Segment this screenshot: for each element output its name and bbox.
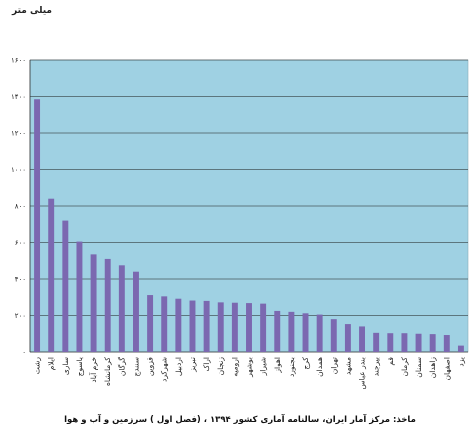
bar <box>443 335 450 352</box>
bar <box>246 303 252 352</box>
bar <box>203 300 210 352</box>
category-label: اردبیل <box>174 357 183 376</box>
bar <box>387 333 394 352</box>
y-tick-label: ۰ <box>22 349 26 357</box>
bar <box>118 265 125 352</box>
y-tick-label: ۱۴۰۰ <box>11 93 26 101</box>
category-label: بجنورد <box>287 357 296 377</box>
category-label: کرمان <box>400 357 409 377</box>
category-label: اراک <box>202 357 211 372</box>
bar <box>189 300 196 352</box>
category-label: اصفهان <box>442 357 451 381</box>
category-label: زنجان <box>216 357 225 376</box>
bar <box>231 302 238 352</box>
bar <box>344 324 351 352</box>
bar <box>76 241 83 352</box>
category-label: شیراز <box>259 357 268 376</box>
category-label: رشت <box>33 357 42 375</box>
category-label: شهرکرد <box>160 357 169 382</box>
bar <box>302 313 309 352</box>
category-label: همدان <box>315 357 324 377</box>
bar <box>288 311 295 352</box>
bar <box>104 258 111 352</box>
y-tick-label: ۶۰۰ <box>15 239 26 247</box>
category-label: مشهد <box>343 357 352 375</box>
bar <box>217 302 224 352</box>
category-label: ساری <box>61 357 70 375</box>
bar <box>274 310 281 352</box>
category-label: ارومیه <box>230 357 239 377</box>
category-label: اهواز <box>273 357 282 374</box>
bar <box>161 296 168 352</box>
category-label: زاهدان <box>428 357 437 379</box>
source-caption: ماخذ: مرکز آمار ایران، سالنامه آماری کشو… <box>64 413 416 425</box>
category-label: ایلام <box>47 357 56 370</box>
bar <box>175 298 182 352</box>
bar <box>260 303 267 352</box>
category-label: کرج <box>301 357 310 370</box>
y-tick-label: ۱۰۰۰ <box>11 166 26 174</box>
bar <box>316 314 323 352</box>
category-labels: رشت ایلام ساری یاسوج خرم آباد کرمانشاه گرگان سن… <box>33 357 466 390</box>
category-label: یزد <box>456 357 465 367</box>
bar <box>401 333 408 352</box>
bar <box>330 319 337 352</box>
category-label: قم <box>386 357 395 366</box>
category-label: بندر عباس <box>358 357 367 389</box>
y-tick-label: ۱۲۰۰ <box>11 130 26 138</box>
bar <box>48 198 55 352</box>
y-axis-unit-label: میلی متر <box>11 6 52 16</box>
bars <box>34 99 464 352</box>
y-tick-label: ۴۰۰ <box>15 276 26 284</box>
category-label: تهران <box>329 357 338 374</box>
y-tick-label: ۲۰۰ <box>15 312 26 320</box>
bar <box>429 334 436 352</box>
category-label: کرمانشاه <box>103 357 112 386</box>
category-label: سمنان <box>414 357 423 378</box>
bar <box>147 295 154 352</box>
category-label: یاسوج <box>75 357 84 376</box>
bar <box>133 271 139 352</box>
category-label: بیرجند <box>372 357 381 376</box>
y-tick-label: ۱۶۰۰ <box>11 57 26 65</box>
category-label: تبریز <box>188 357 197 373</box>
bar <box>373 332 380 352</box>
category-label: قزوین <box>146 357 155 377</box>
bar <box>457 345 464 352</box>
bar <box>34 99 41 352</box>
category-label: سنندج <box>131 357 140 377</box>
bar <box>415 333 422 352</box>
y-axis-ticks: ۰ ۲۰۰ ۴۰۰ ۶۰۰ ۸۰۰ ۱۰۰۰ ۱۲۰۰ ۱۴۰۰ ۱۶۰۰ <box>11 57 26 357</box>
y-tick-label: ۸۰۰ <box>15 203 26 211</box>
category-label: بوشهر <box>245 357 254 378</box>
category-label: خرم آباد <box>88 357 98 383</box>
bar <box>62 220 69 352</box>
bar <box>359 326 365 352</box>
bar <box>90 254 97 352</box>
category-label: گرگان <box>117 357 126 377</box>
